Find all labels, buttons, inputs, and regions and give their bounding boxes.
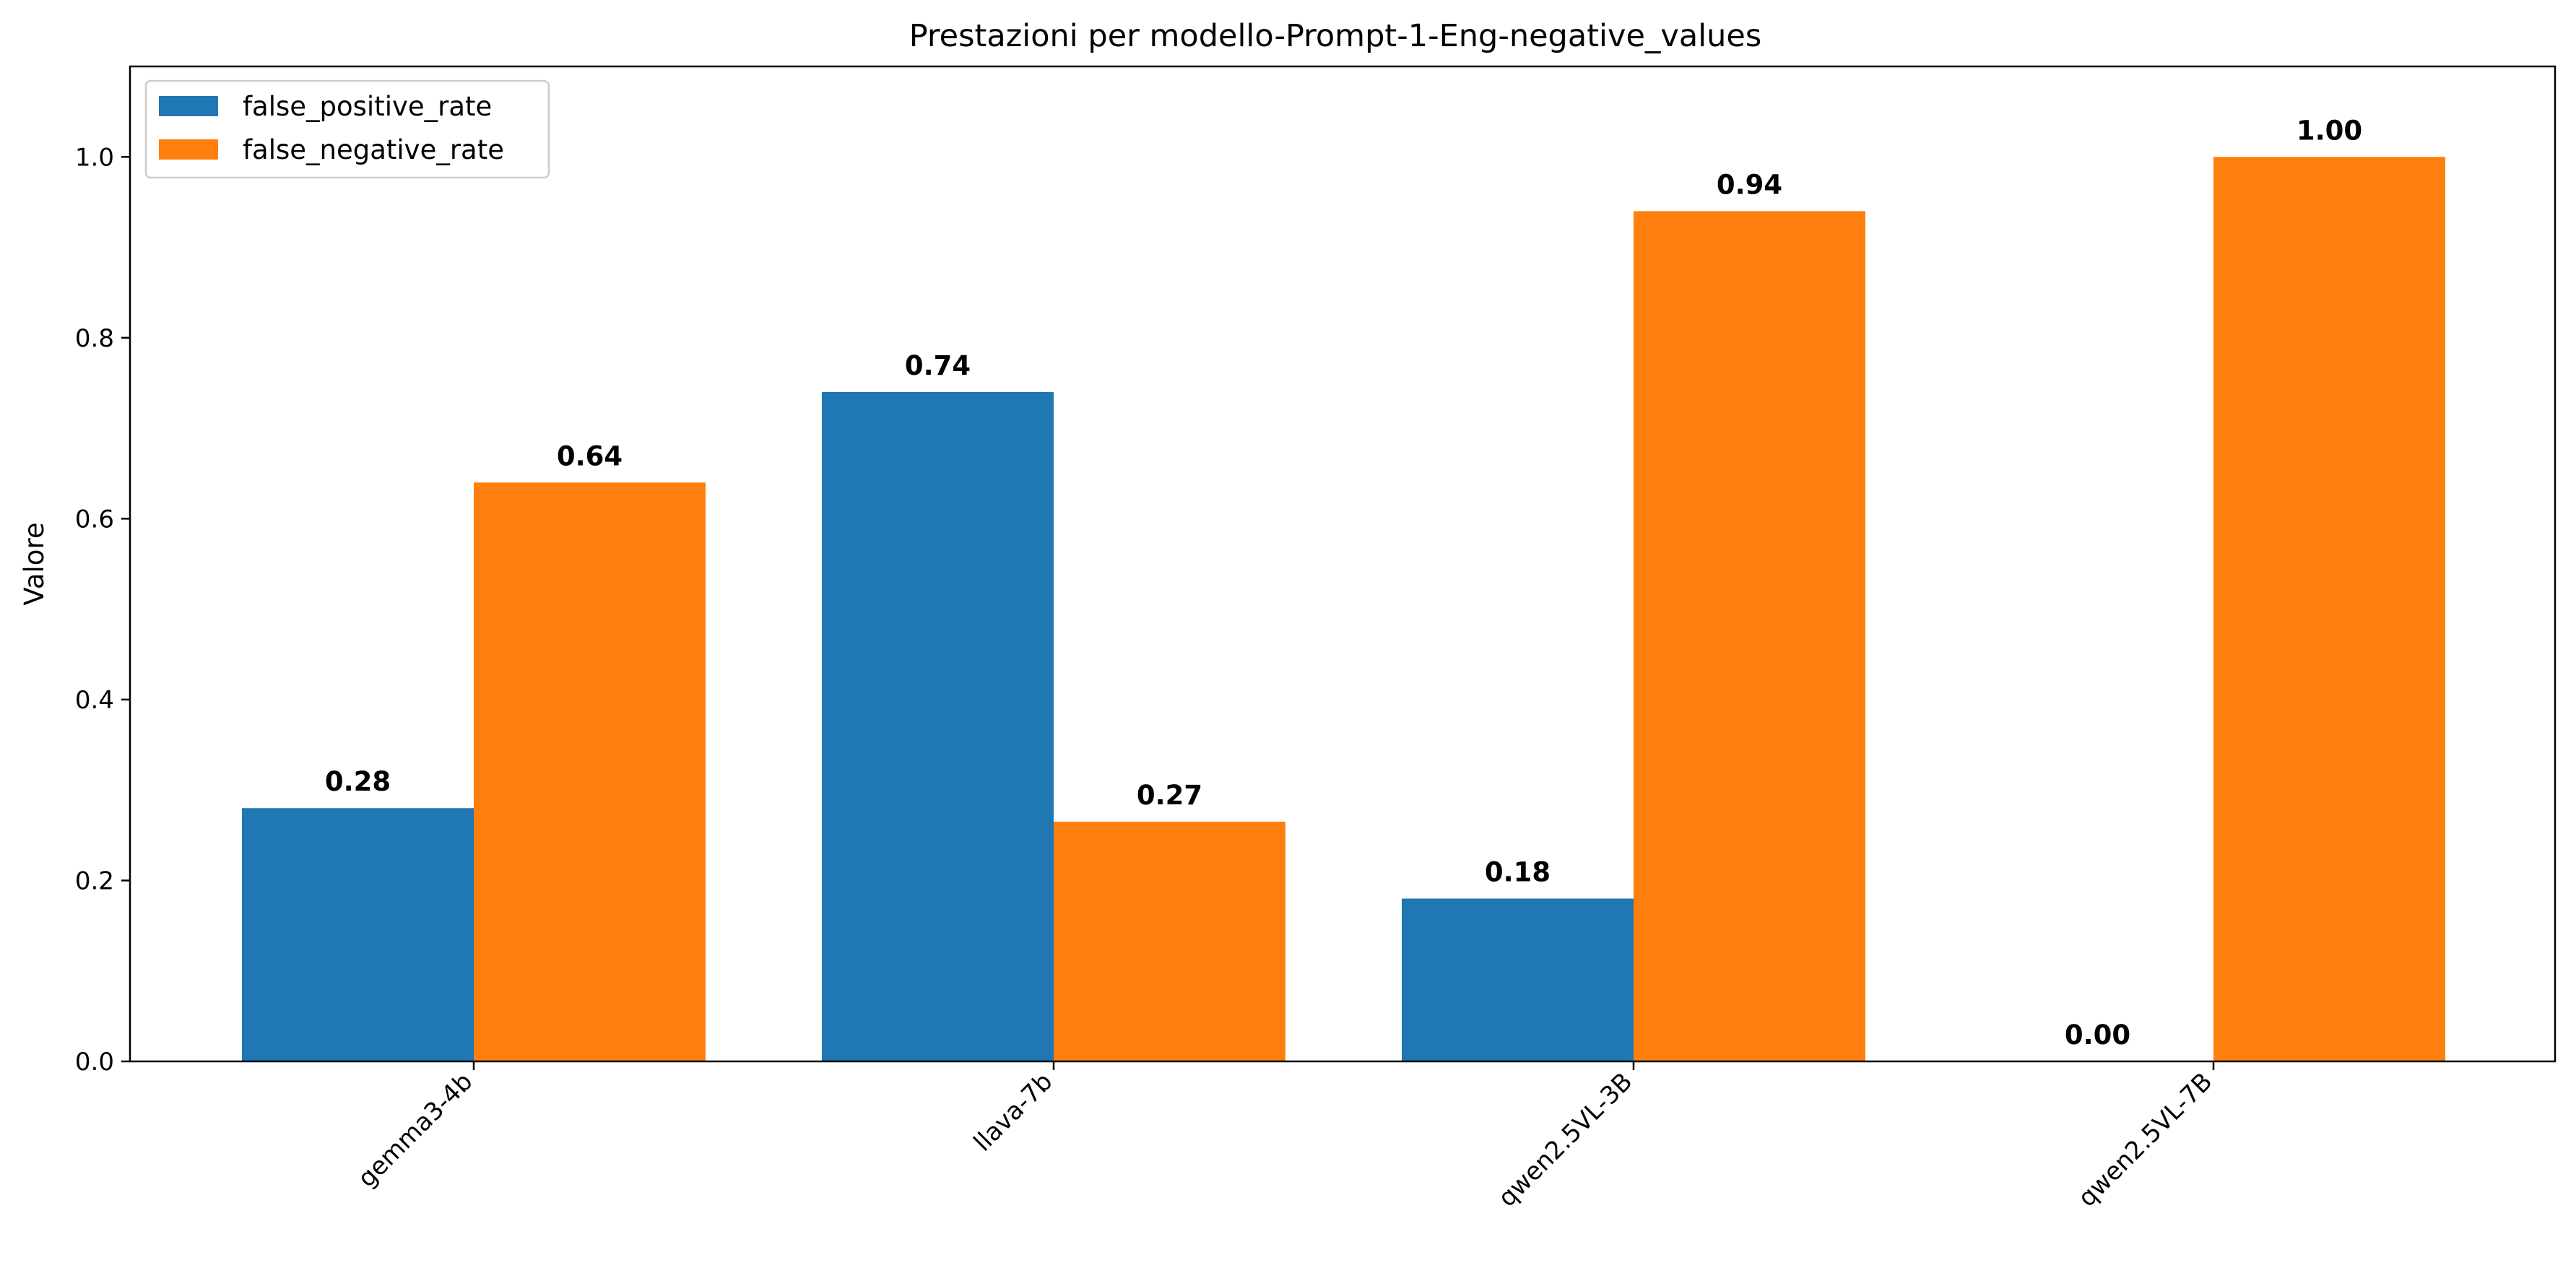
legend-label-false-positive-rate: false_positive_rate: [243, 91, 492, 122]
legend-swatch-false-negative-rate: [159, 139, 218, 160]
chart-title: Prestazioni per modello-Prompt-1-Eng-neg…: [909, 18, 1762, 54]
y-tick-label: 0.2: [75, 866, 114, 895]
bar-false-negative-rate-qwen2.5VL-3B: [1634, 211, 1865, 1061]
y-tick-label: 0.8: [75, 324, 114, 353]
bar-false-positive-rate-qwen2.5VL-3B: [1402, 898, 1634, 1061]
legend-label-false-negative-rate: false_negative_rate: [243, 134, 504, 165]
value-label-false-positive-rate-qwen2.5VL-7B: 0.00: [2065, 1020, 2130, 1051]
legend-box: [144, 79, 550, 179]
value-label-false-negative-rate-qwen2.5VL-7B: 1.00: [2297, 115, 2362, 146]
value-label-false-negative-rate-gemma3-4b: 0.64: [557, 440, 623, 471]
value-label-false-negative-rate-llava-7b: 0.27: [1137, 780, 1202, 811]
value-label-false-positive-rate-gemma3-4b: 0.28: [325, 766, 391, 797]
bar-false-negative-rate-qwen2.5VL-7B: [2213, 157, 2445, 1062]
legend: false_positive_rate false_negative_rate: [144, 79, 550, 179]
bar-false-negative-rate-llava-7b: [1054, 822, 1285, 1061]
y-axis-label: Valore: [19, 522, 50, 605]
bar-false-positive-rate-gemma3-4b: [242, 808, 474, 1061]
value-labels-layer: 0.28 0.74 0.18 0.00 0.64 0.27 0.94 1.00: [325, 115, 2362, 1051]
bars-layer: [242, 157, 2445, 1062]
y-tick-label: 0.0: [75, 1048, 114, 1077]
bar-false-positive-rate-llava-7b: [822, 391, 1054, 1061]
value-label-false-positive-rate-llava-7b: 0.74: [905, 350, 971, 381]
y-tick-label: 1.0: [75, 143, 114, 172]
plot-frame: [129, 65, 2557, 1063]
legend-swatch-false-positive-rate: [159, 96, 218, 116]
value-label-false-positive-rate-qwen2.5VL-3B: 0.18: [1485, 857, 1551, 888]
y-axis: 0.0 0.2 0.4 0.6 0.8 1.0: [75, 143, 130, 1077]
value-label-false-negative-rate-qwen2.5VL-3B: 0.94: [1717, 169, 1782, 200]
bar-false-negative-rate-gemma3-4b: [474, 482, 706, 1061]
y-tick-label: 0.6: [75, 505, 114, 534]
y-tick-label: 0.4: [75, 686, 114, 715]
